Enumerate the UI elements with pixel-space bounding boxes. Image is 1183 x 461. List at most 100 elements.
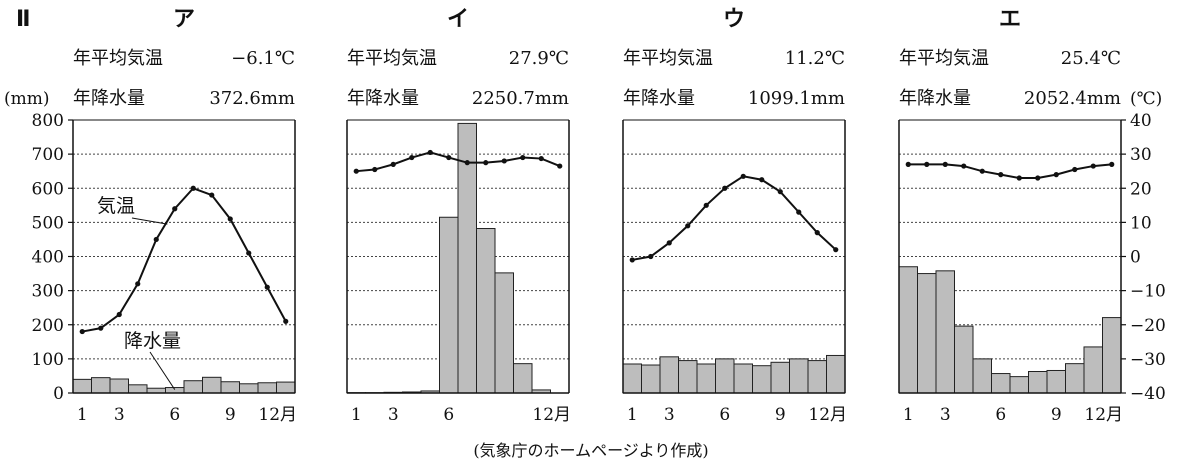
left-axis-tick-label: 700 (32, 145, 64, 165)
temperature-point (391, 162, 396, 167)
precip-bar (1010, 377, 1029, 393)
temperature-point (722, 186, 727, 191)
right-axis-tick-label: −40 (1130, 384, 1166, 404)
temperature-point (704, 203, 709, 208)
precip-bar (660, 357, 679, 393)
temperature-point (117, 312, 122, 317)
annual-mean-temp-label: 年平均気温 (899, 48, 989, 69)
precip-bar (92, 378, 111, 393)
temperature-point (815, 230, 820, 235)
x-tick-label: 12月 (258, 405, 297, 425)
annual-precip-label: 年降水量 (623, 88, 695, 109)
temperature-point (796, 210, 801, 215)
annual-mean-temp-value: −6.1℃ (231, 48, 295, 69)
right-axis-tick-label: −20 (1130, 316, 1166, 336)
temperature-point (759, 177, 764, 182)
right-axis-tick-label: 0 (1130, 248, 1141, 268)
temperature-point (465, 160, 470, 165)
annual-precip-label: 年降水量 (73, 88, 145, 109)
climograph-panel: エ年平均気温 25.4℃年降水量 2052.4mm1 3 6 9 12月 (899, 7, 1126, 425)
x-tick-label: 9 (1051, 405, 1062, 425)
temperature-point (906, 162, 911, 167)
temperature-point (265, 285, 270, 290)
annual-precip-value: 2250.7mm (472, 88, 569, 109)
x-tick-label: 3 (388, 405, 399, 425)
temperature-line (632, 176, 836, 260)
precip-bar (716, 359, 735, 393)
temperature-point (539, 156, 544, 161)
precip-bar (973, 359, 992, 393)
temperature-point (409, 155, 414, 160)
left-axis-tick-label: 800 (32, 111, 64, 131)
precip-bar (899, 267, 918, 393)
precip-bar (203, 377, 222, 393)
x-tick-label: 6 (995, 405, 1006, 425)
temperature-point (1035, 175, 1040, 180)
left-axis-unit: (mm) (4, 89, 50, 109)
temperature-point (741, 174, 746, 179)
temperature-point (191, 186, 196, 191)
precip-bar (1103, 318, 1122, 393)
precip-bar (221, 382, 240, 393)
precip-bar (129, 385, 148, 393)
annual-precip-value: 2052.4mm (1024, 88, 1121, 109)
temperature-point (961, 163, 966, 168)
precip-bar (623, 364, 642, 393)
x-tick-label: 9 (775, 405, 786, 425)
annual-precip-label: 年降水量 (347, 88, 419, 109)
x-tick-label: 1 (903, 405, 914, 425)
x-tick-label: 6 (443, 405, 454, 425)
left-axis-tick-label: 400 (32, 248, 64, 268)
precip-bar (734, 364, 753, 393)
temperature-point (246, 250, 251, 255)
right-axis-tick-label: −30 (1130, 350, 1166, 370)
x-tick-label: 1 (351, 405, 362, 425)
precip-bar (110, 379, 129, 393)
section-label: Ⅱ (16, 7, 31, 32)
x-tick-label: 1 (627, 405, 638, 425)
precip-bar (753, 366, 772, 393)
precip-bar (166, 388, 185, 393)
temperature-point (98, 326, 103, 331)
precip-bar (827, 355, 846, 393)
left-axis-tick-label: 300 (32, 282, 64, 302)
precip-bar (697, 364, 716, 393)
left-axis-tick-label: 100 (32, 350, 64, 370)
temperature-point (209, 192, 214, 197)
right-axis-tick-label: 40 (1130, 111, 1152, 131)
precip-bar (1047, 370, 1066, 393)
temperature-point (1109, 162, 1114, 167)
precip-bar (258, 383, 277, 393)
x-tick-label: 3 (664, 405, 675, 425)
temperature-point (520, 155, 525, 160)
temperature-point (685, 223, 690, 228)
left-axis-tick-label: 600 (32, 179, 64, 199)
temperature-point (943, 162, 948, 167)
annual-mean-temp-value: 11.2℃ (785, 48, 845, 69)
x-tick-label: 3 (940, 405, 951, 425)
precip-bar (679, 361, 698, 393)
precip-bar (808, 361, 827, 393)
annual-precip-label: 年降水量 (899, 88, 971, 109)
temperature-point (630, 257, 635, 262)
precip-bar (790, 359, 809, 393)
precip-bar (184, 381, 203, 393)
right-axis-tick-label: −10 (1130, 282, 1166, 302)
temperature-point (1072, 167, 1077, 172)
precip-bar (1084, 347, 1103, 393)
precip-bar (277, 382, 296, 393)
temperature-point (1091, 163, 1096, 168)
x-tick-label: 3 (114, 405, 125, 425)
annual-precip-value: 1099.1mm (748, 88, 845, 109)
precip-bar (936, 271, 955, 393)
temperature-point (1054, 172, 1059, 177)
annual-precip-value: 372.6mm (209, 88, 295, 109)
left-axis-tick-label: 500 (32, 213, 64, 233)
source-note: (気象庁のホームページより作成) (473, 441, 708, 460)
precipitation-annotation: 降水量 (124, 330, 181, 352)
temperature-line (908, 164, 1112, 178)
x-tick-label: 6 (169, 405, 180, 425)
right-axis-tick-label: 10 (1130, 213, 1152, 233)
